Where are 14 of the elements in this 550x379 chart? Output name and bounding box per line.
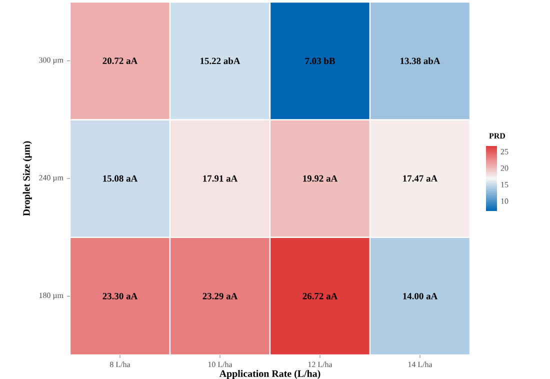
data-label: 13.38 abA [400, 57, 440, 64]
x-axis-title: Application Rate (L/ha) [219, 370, 320, 379]
data-label: 17.47 aA [403, 175, 438, 182]
y-axis-title: Droplet Size (µm) [22, 141, 32, 216]
data-label: 23.30 aA [102, 292, 138, 300]
data-label: 14.00 aA [403, 292, 438, 300]
data-label: 15.22 abA [200, 57, 240, 64]
data-label: 7.03 bB [305, 57, 335, 64]
data-label: 19.92 aA [303, 175, 338, 182]
data-label: 23.29 aA [202, 292, 238, 300]
data-label: 20.72 aA [102, 58, 138, 64]
data-label: 17.91 aA [203, 175, 238, 182]
data-label: 26.72 aA [302, 292, 338, 300]
data-label: 15.08 aA [103, 175, 138, 182]
